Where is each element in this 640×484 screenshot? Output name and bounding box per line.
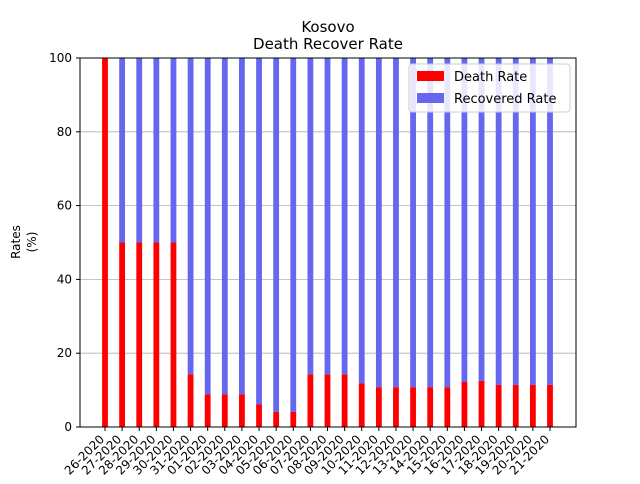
chart-subtitle: Death Recover Rate [253, 35, 403, 53]
recovered-rate-bar [170, 58, 177, 243]
recovered-rate-bar [204, 58, 211, 395]
y-tick-label: 40 [57, 272, 72, 286]
death-rate-bar [153, 242, 160, 427]
death-rate-bar [170, 242, 177, 427]
death-rate-bar [529, 384, 536, 427]
death-rate-bar [221, 394, 228, 427]
death-rate-bar [239, 394, 245, 427]
recovered-rate-bar [495, 58, 502, 385]
recovered-rate-bar [290, 58, 297, 412]
recovered-rate-bar [547, 58, 553, 385]
death-rate-bar [273, 411, 280, 427]
recovered-rate-bar [239, 58, 245, 395]
recovered-rate-bar [512, 58, 519, 385]
death-rate-bar [547, 384, 553, 427]
death-rate-bar [307, 374, 314, 427]
y-tick-label: 20 [57, 346, 72, 360]
death-rate-bar [136, 242, 143, 427]
death-rate-bar [375, 387, 382, 427]
recovered-rate-bar [187, 58, 194, 375]
death-rate-bar [324, 374, 331, 427]
recovered-rate-bar [393, 58, 399, 388]
death-rate-bar [102, 58, 108, 427]
death-rate-bar [495, 384, 502, 427]
death-rate-bar [427, 387, 434, 427]
y-tick-label: 0 [64, 420, 72, 434]
death-rate-bar [187, 374, 194, 427]
recovered-rate-bar [529, 58, 536, 385]
death-rate-bar [204, 394, 211, 427]
death-rate-bar [461, 381, 468, 427]
recovered-rate-bar [307, 58, 314, 375]
legend: Death Rate Recovered Rate [408, 63, 571, 113]
death-rate-bar [256, 404, 262, 427]
y-axis-label-line: Rates [9, 225, 23, 259]
death-rate-bar [512, 384, 519, 427]
death-rate-bar [393, 387, 399, 427]
recovered-rate-bar [273, 58, 280, 412]
death-rate-bar [341, 374, 348, 427]
y-axis-label-line: (%) [25, 232, 39, 253]
recovered-rate-bar [478, 58, 485, 381]
recovered-rate-bar [444, 58, 451, 388]
y-tick-label: 60 [57, 199, 72, 213]
death-rate-bar [444, 387, 451, 427]
y-tick-label: 80 [57, 125, 72, 139]
recovered-rate-bar [410, 58, 416, 388]
legend-swatch-recovered-rate [417, 93, 444, 103]
legend-label-recovered-rate: Recovered Rate [454, 92, 557, 107]
chart-title: Kosovo [301, 18, 354, 36]
legend-swatch-death-rate [417, 71, 444, 81]
death-rate-bar [119, 242, 126, 427]
recovered-rate-bar [153, 58, 160, 243]
y-axis-label: Rates (%) [9, 225, 39, 259]
recovered-rate-bar [375, 58, 382, 388]
recovered-rate-bar [358, 58, 365, 384]
death-rate-bar [410, 387, 416, 427]
death-rate-bar [290, 411, 297, 427]
recovered-rate-bar [341, 58, 348, 375]
death-rate-bar [358, 383, 365, 427]
recovered-rate-bar [256, 58, 262, 405]
death-rate-bar [478, 380, 485, 427]
recovered-rate-bar [461, 58, 468, 382]
recovered-rate-bar [221, 58, 228, 395]
legend-label-death-rate: Death Rate [454, 70, 527, 85]
recovered-rate-bar [427, 58, 434, 388]
recovered-rate-bar [136, 58, 143, 243]
legend-box [408, 63, 571, 113]
recovered-rate-bar [119, 58, 126, 243]
bars [102, 58, 553, 427]
recovered-rate-bar [324, 58, 331, 375]
axes: 02040608010026-202027-202028-202029-2020… [49, 51, 577, 478]
y-tick-label: 100 [49, 51, 72, 65]
